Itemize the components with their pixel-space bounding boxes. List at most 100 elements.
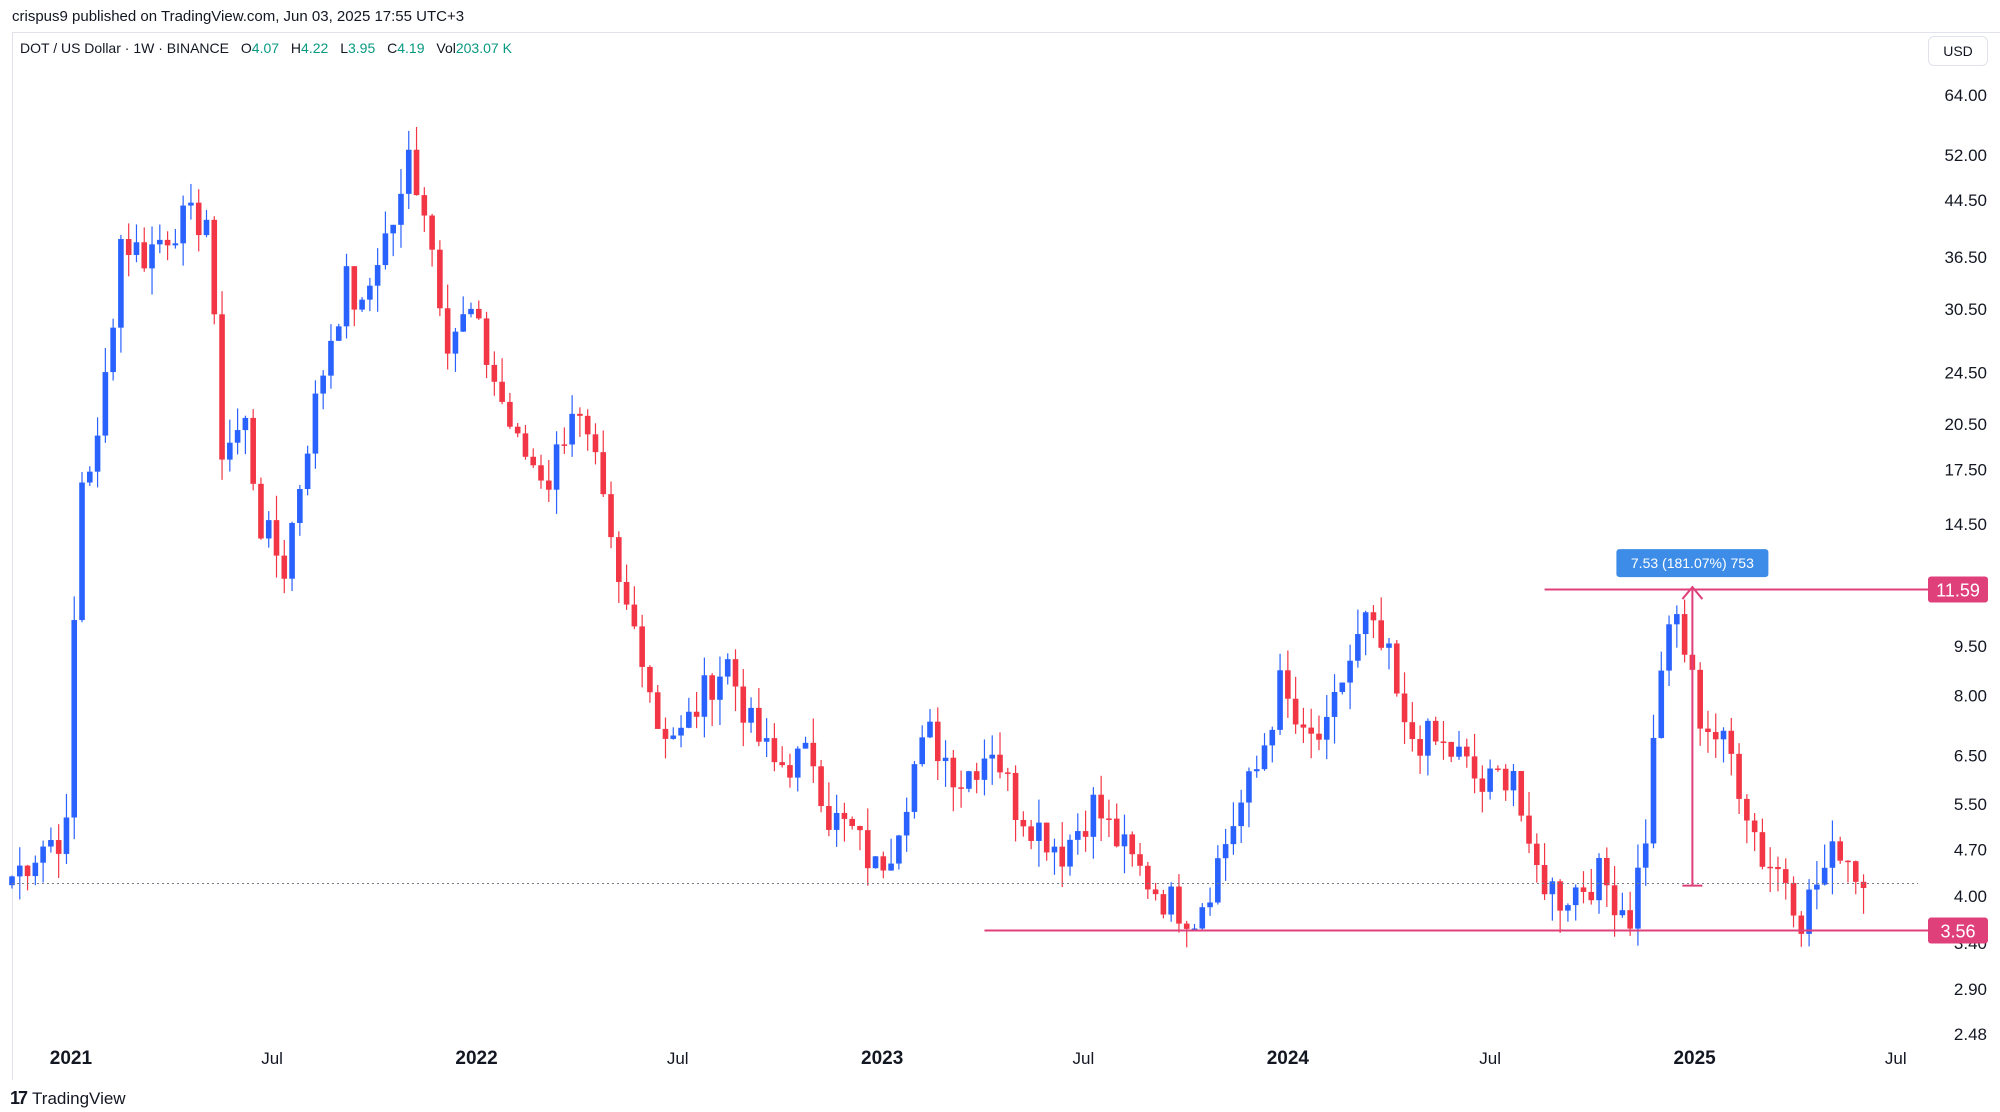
candle-body[interactable] bbox=[1238, 802, 1244, 827]
candle-body[interactable] bbox=[40, 846, 46, 863]
candle-body[interactable] bbox=[483, 318, 490, 365]
candle-body[interactable] bbox=[701, 675, 708, 717]
candle-body[interactable] bbox=[872, 856, 879, 869]
candle-body[interactable] bbox=[973, 771, 980, 780]
candle-body[interactable] bbox=[1386, 643, 1392, 648]
candle-body[interactable] bbox=[203, 219, 210, 236]
candle-body[interactable] bbox=[577, 413, 583, 416]
candle-body[interactable] bbox=[1526, 815, 1532, 844]
candle-body[interactable] bbox=[1199, 907, 1206, 929]
candle-body[interactable] bbox=[1370, 612, 1377, 621]
candle-body[interactable] bbox=[24, 865, 31, 877]
candle-body[interactable] bbox=[211, 219, 218, 315]
candle-body[interactable] bbox=[1440, 741, 1447, 743]
candle-body[interactable] bbox=[55, 840, 62, 854]
candle-body[interactable] bbox=[1650, 737, 1657, 844]
candle-body[interactable] bbox=[335, 326, 342, 341]
candle-body[interactable] bbox=[616, 537, 622, 582]
candle-body[interactable] bbox=[234, 430, 241, 443]
candle-body[interactable] bbox=[857, 826, 863, 831]
candle-body[interactable] bbox=[265, 520, 272, 539]
candle-body[interactable] bbox=[1471, 756, 1478, 779]
candle-body[interactable] bbox=[102, 372, 109, 436]
candle-body[interactable] bbox=[149, 244, 155, 269]
candle-body[interactable] bbox=[1821, 867, 1828, 885]
candle-body[interactable] bbox=[903, 811, 910, 836]
candle-body[interactable] bbox=[1145, 865, 1151, 890]
candle-body[interactable] bbox=[1191, 928, 1198, 931]
candle-body[interactable] bbox=[281, 555, 288, 579]
candle-body[interactable] bbox=[1168, 886, 1174, 915]
candle-body[interactable] bbox=[359, 299, 365, 310]
candle-body[interactable] bbox=[709, 675, 715, 700]
candle-body[interactable] bbox=[444, 308, 451, 354]
candle-body[interactable] bbox=[86, 471, 93, 483]
candle-body[interactable] bbox=[94, 435, 101, 472]
candle-body[interactable] bbox=[110, 327, 116, 373]
candle-body[interactable] bbox=[1728, 730, 1735, 754]
candle-body[interactable] bbox=[499, 381, 505, 402]
candle-body[interactable] bbox=[507, 401, 513, 427]
candle-body[interactable] bbox=[374, 265, 381, 286]
candle-body[interactable] bbox=[1393, 643, 1400, 694]
candle-body[interactable] bbox=[1658, 670, 1665, 738]
symbol-title[interactable]: DOT / US Dollar · 1W · BINANCE bbox=[20, 40, 229, 56]
candle-body[interactable] bbox=[1572, 887, 1579, 906]
candle-body[interactable] bbox=[413, 149, 420, 196]
candle-body[interactable] bbox=[1082, 831, 1089, 837]
candle-body[interactable] bbox=[561, 444, 568, 446]
candle-body[interactable] bbox=[1588, 891, 1595, 901]
candle-body[interactable] bbox=[258, 483, 264, 539]
candle-body[interactable] bbox=[157, 239, 163, 245]
candle-body[interactable] bbox=[405, 149, 412, 194]
candle-body[interactable] bbox=[1674, 614, 1680, 625]
candle-body[interactable] bbox=[63, 817, 70, 854]
candle-body[interactable] bbox=[569, 413, 575, 445]
candle-body[interactable] bbox=[1417, 739, 1423, 756]
candle-body[interactable] bbox=[421, 195, 428, 216]
candle-body[interactable] bbox=[647, 666, 653, 693]
candle-body[interactable] bbox=[1798, 915, 1805, 934]
candle-body[interactable] bbox=[981, 758, 988, 780]
candle-body[interactable] bbox=[608, 494, 614, 538]
candle-body[interactable] bbox=[514, 426, 521, 434]
candle-body[interactable] bbox=[125, 239, 132, 255]
candle-body[interactable] bbox=[1744, 798, 1750, 821]
candle-body[interactable] bbox=[1339, 682, 1346, 692]
candle-body[interactable] bbox=[1604, 857, 1610, 886]
candle-body[interactable] bbox=[802, 742, 809, 749]
candle-body[interactable] bbox=[717, 676, 723, 700]
candle-body[interactable] bbox=[1666, 624, 1672, 671]
candle-body[interactable] bbox=[1004, 772, 1011, 774]
candle-body[interactable] bbox=[584, 415, 591, 435]
candle-body[interactable] bbox=[1269, 729, 1276, 746]
candle-body[interactable] bbox=[670, 735, 677, 739]
candle-body[interactable] bbox=[1565, 905, 1571, 911]
candle-body[interactable] bbox=[1510, 771, 1517, 791]
candle-body[interactable] bbox=[880, 856, 887, 871]
candle-body[interactable] bbox=[958, 787, 964, 789]
candle-body[interactable] bbox=[1012, 772, 1019, 820]
candle-body[interactable] bbox=[1137, 854, 1143, 866]
candle-body[interactable] bbox=[1541, 865, 1548, 895]
candle-body[interactable] bbox=[1751, 820, 1758, 833]
candle-body[interactable] bbox=[273, 520, 280, 556]
candle-body[interactable] bbox=[950, 757, 957, 788]
candle-body[interactable] bbox=[864, 830, 871, 869]
candle-body[interactable] bbox=[1331, 691, 1338, 717]
currency-button[interactable]: USD bbox=[1928, 36, 1988, 66]
candle-body[interactable] bbox=[188, 202, 194, 206]
candle-body[interactable] bbox=[1323, 716, 1330, 740]
candle-body[interactable] bbox=[1355, 634, 1361, 661]
candle-body[interactable] bbox=[1176, 886, 1182, 924]
candle-body[interactable] bbox=[1697, 669, 1703, 729]
candle-body[interactable] bbox=[1292, 698, 1299, 725]
candle-body[interactable] bbox=[437, 249, 443, 309]
candle-body[interactable] bbox=[1790, 882, 1797, 916]
candle-body[interactable] bbox=[1705, 728, 1711, 732]
candle-body[interactable] bbox=[1635, 867, 1641, 929]
candle-body[interactable] bbox=[1308, 727, 1314, 734]
candle-body[interactable] bbox=[1230, 826, 1237, 845]
candle-body[interactable] bbox=[118, 239, 124, 328]
